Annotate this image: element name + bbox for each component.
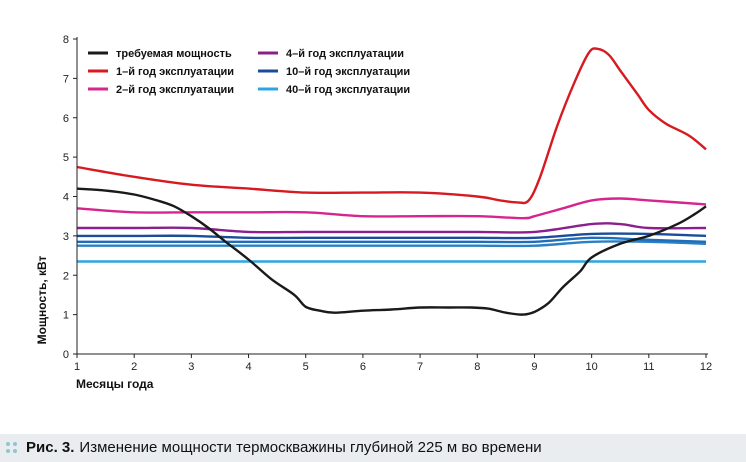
caption-label: Рис. 3. <box>26 438 75 456</box>
y-tick-label: 7 <box>63 73 69 85</box>
series-line-3 <box>77 222 707 234</box>
legend-label: 4–й год эксплуатации <box>286 48 404 60</box>
y-tick-label: 5 <box>63 152 69 164</box>
series-line-5 <box>77 236 707 244</box>
series-layer <box>76 47 707 316</box>
legend: требуемая мощность 1–й год эксплуатации 2–… <box>88 48 410 96</box>
x-tick-label: 3 <box>188 361 194 373</box>
series-line-0 <box>76 187 707 316</box>
series-line-1 <box>76 47 707 205</box>
caption-text: Изменение мощности термоскважины глубино… <box>79 438 542 456</box>
caption-dots-icon <box>6 441 17 453</box>
legend-label: требуемая мощность <box>116 48 232 60</box>
x-tick-label: 2 <box>131 361 137 373</box>
x-tick-label: 11 <box>643 361 654 373</box>
x-tick-label: 5 <box>303 361 309 373</box>
x-tick-label: 9 <box>531 361 537 373</box>
y-tick-label: 3 <box>63 231 69 243</box>
x-tick-label: 4 <box>245 361 251 373</box>
y-axis-title: Мощность, кВт <box>35 255 49 344</box>
legend-label: 40–й год эксплуатации <box>286 84 410 96</box>
x-axis-title: Месяцы года <box>76 377 154 391</box>
x-tick-label: 7 <box>417 361 423 373</box>
x-tick-label: 10 <box>586 361 598 373</box>
y-tick-label: 6 <box>63 113 69 125</box>
legend-label: 10–й год эксплуатации <box>286 66 410 78</box>
legend-label: 1–й год эксплуатации <box>116 66 234 78</box>
figure-caption: Рис. 3. Изменение мощности термоскважины… <box>6 436 542 458</box>
x-tick-label: 6 <box>360 361 366 373</box>
x-tick-label: 12 <box>700 361 712 373</box>
y-tick-label: 2 <box>63 270 69 282</box>
legend-label: 2–й год эксплуатации <box>116 84 234 96</box>
series-line-2 <box>76 197 707 220</box>
y-tick-label: 1 <box>63 310 69 322</box>
y-tick-label: 4 <box>63 192 69 204</box>
series-line-6 <box>76 240 707 248</box>
x-tick-label: 8 <box>474 361 480 373</box>
x-tick-label: 1 <box>74 361 80 373</box>
y-tick-label: 0 <box>63 349 69 361</box>
y-tick-label: 8 <box>63 34 69 46</box>
series-line-4 <box>76 232 707 240</box>
